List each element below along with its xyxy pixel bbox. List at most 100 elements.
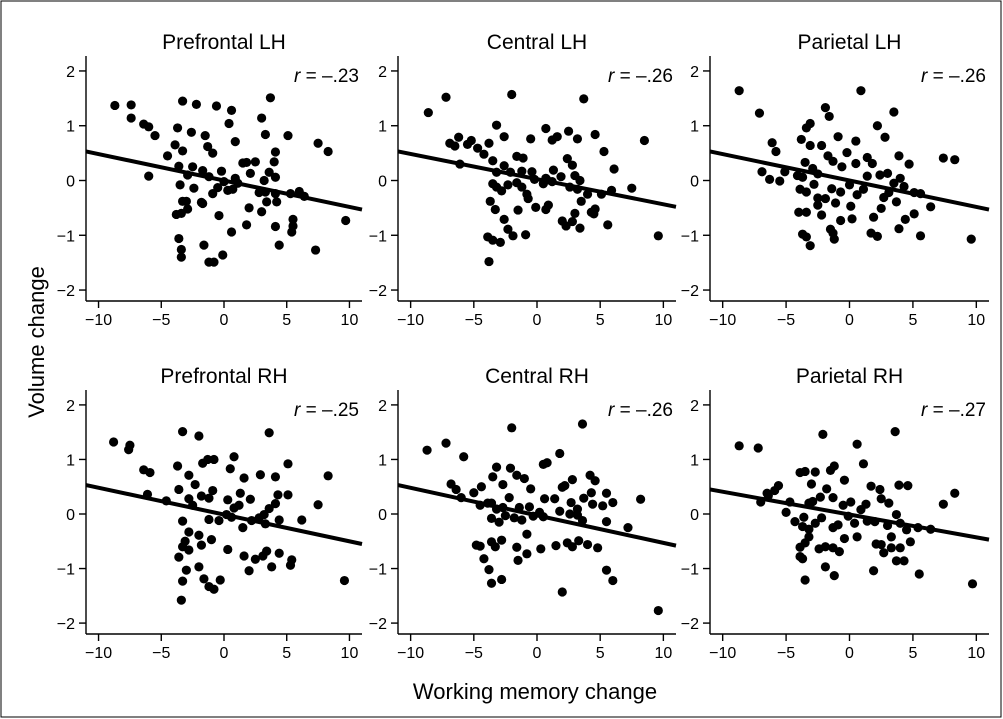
- data-point: [484, 565, 494, 575]
- panel-title: Central LH: [487, 31, 587, 54]
- data-point: [522, 529, 532, 539]
- data-point: [884, 498, 894, 508]
- data-point: [538, 512, 548, 522]
- data-point: [820, 193, 831, 204]
- data-point: [517, 166, 527, 176]
- data-point: [894, 224, 904, 234]
- x-tick-label: −5: [152, 312, 170, 329]
- data-point: [178, 427, 188, 437]
- data-point: [191, 99, 201, 109]
- data-point: [190, 479, 200, 490]
- data-point: [858, 184, 869, 194]
- data-point: [875, 484, 885, 495]
- data-point: [794, 207, 804, 217]
- data-point: [734, 86, 744, 96]
- data-point: [653, 231, 663, 241]
- x-tick-label: 5: [282, 312, 291, 329]
- data-point: [926, 202, 936, 212]
- data-point: [815, 492, 825, 502]
- data-point: [800, 157, 810, 168]
- data-point: [870, 517, 880, 527]
- data-point: [593, 543, 603, 553]
- correlation-symbol: r: [294, 66, 301, 87]
- data-point: [262, 546, 272, 556]
- data-point: [144, 171, 154, 181]
- data-point: [775, 176, 785, 186]
- data-point: [422, 445, 432, 455]
- data-point: [829, 461, 839, 471]
- data-point: [270, 221, 281, 232]
- data-point: [214, 515, 224, 526]
- data-point: [867, 158, 877, 169]
- data-point: [198, 166, 208, 176]
- data-point: [254, 513, 264, 523]
- data-point: [486, 513, 497, 523]
- data-point: [833, 520, 843, 530]
- data-point: [490, 204, 500, 215]
- data-point: [513, 205, 523, 215]
- data-point: [497, 574, 507, 585]
- data-point: [891, 509, 902, 520]
- correlation-symbol: r: [294, 400, 301, 421]
- data-point: [836, 215, 846, 226]
- data-point: [198, 198, 208, 209]
- correlation-symbol: r: [608, 400, 615, 421]
- data-point: [500, 511, 511, 521]
- y-tick-label: 1: [378, 119, 387, 136]
- data-point: [598, 501, 608, 511]
- data-point: [184, 527, 194, 537]
- data-point: [566, 497, 576, 508]
- panel-title: Prefrontal RH: [160, 365, 287, 388]
- x-tick-label: 0: [533, 312, 542, 329]
- data-point: [582, 189, 593, 199]
- data-point: [542, 458, 552, 468]
- y-tick-label: 1: [690, 119, 699, 136]
- data-point: [264, 167, 274, 177]
- data-point: [142, 489, 153, 499]
- data-point: [244, 566, 254, 576]
- data-point: [842, 147, 852, 158]
- data-point: [805, 140, 815, 151]
- data-point: [801, 207, 811, 217]
- data-point: [563, 126, 574, 136]
- data-point: [456, 493, 466, 503]
- data-point: [876, 539, 886, 550]
- x-tick-label: 10: [654, 645, 672, 662]
- data-point: [895, 173, 905, 183]
- data-point: [484, 138, 494, 148]
- correlation-value: = –.26: [927, 66, 986, 87]
- data-point: [255, 470, 265, 480]
- data-point: [230, 137, 240, 147]
- data-point: [570, 208, 580, 218]
- x-tick-label: −10: [397, 645, 424, 662]
- data-point: [245, 168, 255, 178]
- data-point: [274, 548, 284, 558]
- data-point: [503, 180, 513, 190]
- data-point: [837, 162, 847, 172]
- data-point: [603, 220, 613, 230]
- data-point: [208, 148, 218, 158]
- data-point: [297, 515, 307, 525]
- data-point: [226, 105, 237, 115]
- data-point: [260, 129, 270, 140]
- data-point: [491, 120, 502, 130]
- data-point: [215, 575, 225, 585]
- data-point: [889, 178, 899, 188]
- data-point: [188, 500, 198, 510]
- data-point: [797, 554, 808, 564]
- data-point: [555, 448, 565, 459]
- data-point: [310, 245, 321, 255]
- y-tick-label: 0: [378, 507, 387, 524]
- data-point: [527, 167, 537, 177]
- data-point: [267, 562, 277, 572]
- data-point: [967, 579, 978, 589]
- data-point: [224, 118, 234, 129]
- data-point: [241, 157, 252, 168]
- data-point: [601, 517, 612, 527]
- data-point: [899, 181, 909, 192]
- data-point: [512, 470, 522, 480]
- data-point: [562, 153, 572, 164]
- data-point: [567, 216, 577, 227]
